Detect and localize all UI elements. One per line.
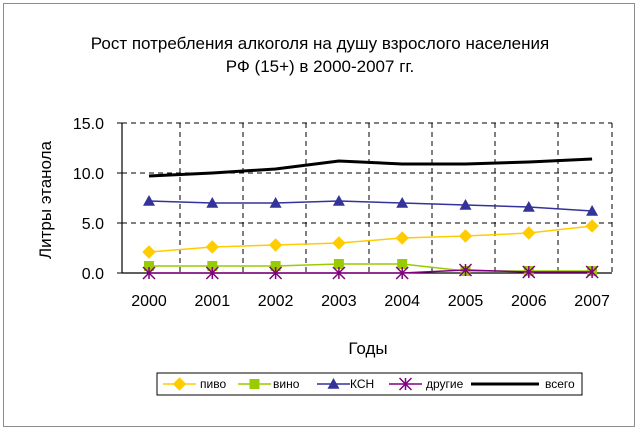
x-tick-label: 2006 [511, 293, 547, 310]
data-point [332, 236, 346, 250]
x-tick-label: 2001 [195, 293, 231, 310]
legend-label: вино [273, 377, 300, 391]
data-point [332, 266, 346, 280]
data-point [142, 266, 156, 280]
data-point [396, 197, 409, 208]
chart-title-line-1: Рост потребления алкоголя на душу взросл… [90, 34, 550, 53]
data-point [205, 266, 219, 280]
x-axis-label: Годы [348, 339, 387, 358]
data-point [332, 195, 345, 206]
y-tick-label: 5.0 [82, 216, 104, 233]
data-point [333, 259, 344, 269]
series-КСН [143, 195, 599, 216]
data-point [207, 261, 218, 271]
x-tick-label: 2002 [258, 293, 294, 310]
chart-frame [3, 3, 635, 427]
chart-legend: пиво вино КСН другие всего [156, 372, 583, 396]
data-point [522, 226, 536, 240]
legend-label: пиво [200, 377, 226, 391]
data-point [459, 199, 472, 210]
x-tick-label: 2004 [384, 293, 420, 310]
series-line [148, 225, 593, 253]
chart-series [142, 157, 599, 280]
x-tick-label: 2005 [448, 293, 484, 310]
chart-axes [117, 122, 612, 274]
data-point [269, 266, 283, 280]
chart-title-line-2: РФ (15+) в 2000-2007 гг. [225, 57, 415, 76]
data-point [395, 231, 409, 245]
data-point [205, 240, 220, 254]
chart-title: Рост потребления алкоголя на душу взросл… [0, 32, 640, 78]
data-point [522, 265, 536, 279]
legend-label: всего [545, 377, 575, 391]
data-point [327, 378, 340, 389]
x-tick-label: 2007 [574, 293, 610, 310]
legend-box [156, 372, 583, 396]
data-point [269, 197, 282, 208]
series-другие [142, 263, 599, 280]
x-tick-labels: 2000 2001 2002 2003 2004 2005 2006 2007 [131, 293, 610, 310]
x-tick-label: 2000 [131, 293, 167, 310]
data-point [398, 377, 413, 391]
y-tick-labels: 0.0 5.0 10.0 15.0 [73, 116, 104, 283]
legend-label: другие [426, 377, 464, 391]
y-axis-label: Литры этанола [36, 140, 55, 259]
data-point [585, 265, 599, 279]
legend-label: КСН [350, 377, 374, 391]
y-tick-label: 10.0 [73, 166, 104, 183]
x-tick-label: 2003 [321, 293, 357, 310]
chart-grid [122, 122, 613, 273]
data-point [522, 201, 535, 212]
data-point [144, 261, 154, 271]
data-point [458, 229, 473, 243]
data-point [142, 245, 156, 259]
data-point [586, 205, 599, 216]
data-point [206, 197, 219, 208]
series-пиво [142, 219, 599, 259]
data-point [270, 261, 281, 271]
series-line [148, 200, 593, 212]
data-point [172, 377, 187, 391]
data-point [395, 266, 409, 280]
data-point [458, 263, 473, 277]
data-point [249, 379, 260, 389]
data-point [585, 219, 599, 233]
series-line [149, 269, 593, 274]
y-tick-label: 0.0 [82, 266, 104, 283]
data-point [397, 259, 408, 269]
y-tick-label: 15.0 [73, 116, 104, 133]
data-point [143, 195, 155, 206]
data-point [268, 238, 283, 252]
series-line [148, 157, 593, 178]
series-всего [148, 157, 593, 178]
